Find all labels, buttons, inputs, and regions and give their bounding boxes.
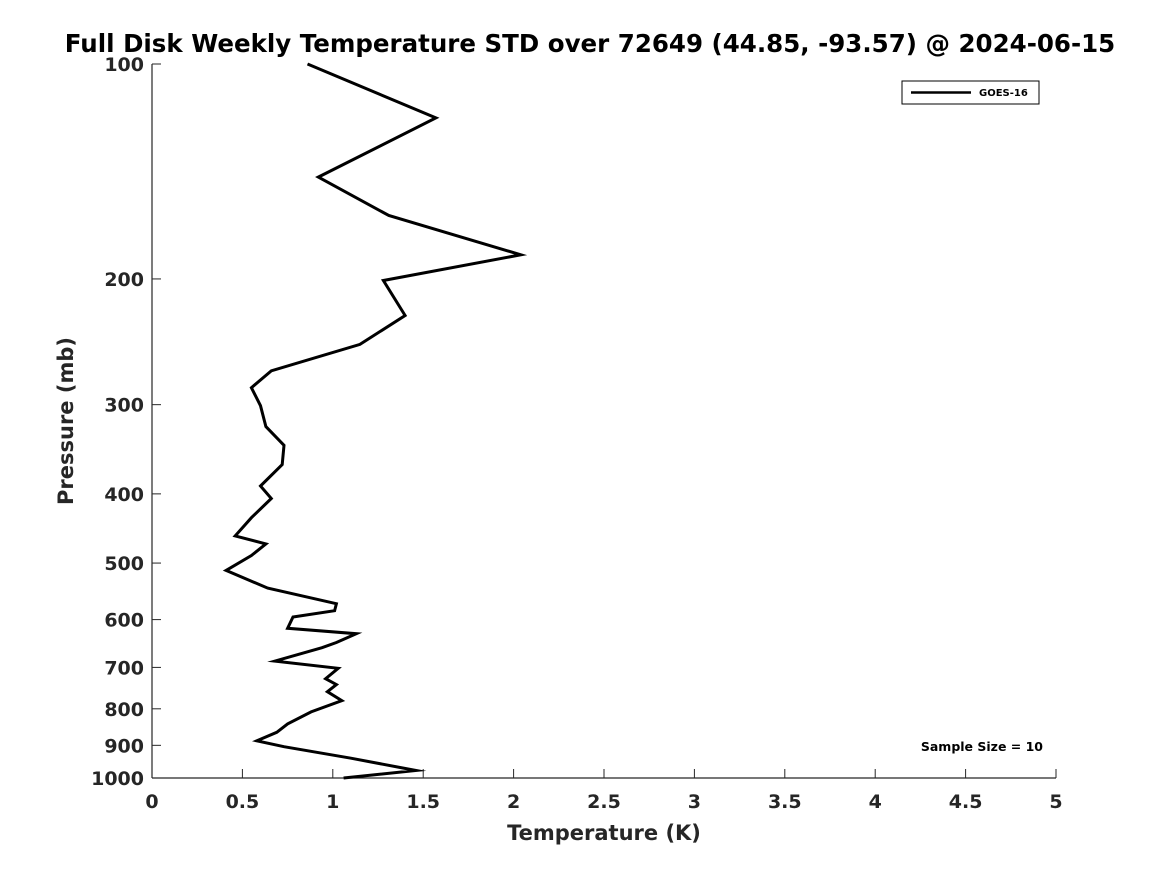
y-tick-label: 300	[104, 395, 144, 417]
x-tick-label: 2	[507, 791, 520, 813]
x-tick-label: 0.5	[226, 791, 260, 813]
x-tick-label: 3.5	[768, 791, 802, 813]
legend: GOES-16	[901, 80, 1040, 105]
y-tick-label: 600	[104, 610, 144, 632]
x-tick-label: 1.5	[406, 791, 440, 813]
x-tick-label: 4.5	[949, 791, 983, 813]
y-axis-ticks: 100 200 300 400 500 600 700 800 900 1000	[91, 54, 161, 790]
x-tick-label: 0	[145, 791, 158, 813]
x-tick-label: 5	[1049, 791, 1062, 813]
y-tick-label: 900	[104, 735, 144, 757]
y-tick-label: 700	[104, 657, 144, 679]
y-tick-label: 100	[104, 54, 144, 76]
legend-label-goes-16: GOES-16	[979, 88, 1028, 99]
y-tick-label: 400	[104, 484, 144, 506]
y-tick-label: 200	[104, 269, 144, 291]
series-line-goes-16	[222, 62, 528, 780]
x-axis-ticks: 0 0.5 1 1.5 2 2.5 3 3.5 4 4.5 5	[145, 769, 1063, 813]
series-group	[222, 62, 528, 780]
sample-size-annotation: Sample Size = 10	[921, 739, 1043, 754]
x-tick-label: 2.5	[587, 791, 621, 813]
y-tick-label: 1000	[91, 768, 144, 790]
x-axis-label: Temperature (K)	[507, 821, 701, 845]
x-tick-label: 4	[869, 791, 882, 813]
chart-title: Full Disk Weekly Temperature STD over 72…	[65, 29, 1115, 58]
x-tick-label: 3	[688, 791, 701, 813]
y-tick-label: 800	[104, 699, 144, 721]
y-tick-label: 500	[104, 553, 144, 575]
y-axis-label: Pressure (mb)	[54, 337, 78, 505]
x-tick-label: 1	[326, 791, 339, 813]
